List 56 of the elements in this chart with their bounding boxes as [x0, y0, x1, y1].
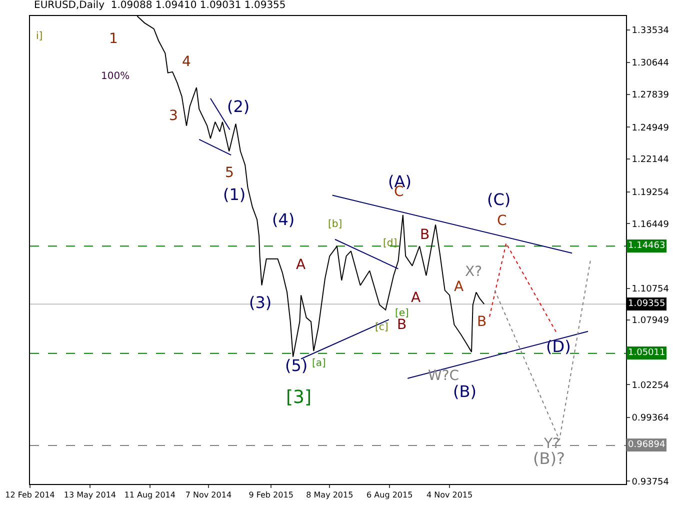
annotation: [e] [395, 308, 410, 319]
annotation: 100% [101, 71, 130, 82]
x-tick-label: 7 Nov 2014 [185, 490, 232, 500]
annotation: [b] [328, 219, 342, 230]
ref-line-label: 1.05011 [628, 348, 666, 358]
annotation: (D) [546, 337, 571, 356]
annotation: [a] [312, 358, 326, 369]
annotation: (B)? [533, 449, 565, 468]
x-tick-label: 8 May 2015 [306, 490, 354, 500]
chart-title: EURUSD,Daily 1.09088 1.09410 1.09031 1.09355 [34, 0, 286, 12]
annotation: (3) [249, 293, 272, 312]
x-tick-label: 13 May 2014 [64, 490, 116, 500]
annotation: A [454, 279, 464, 295]
annotation: [3] [286, 387, 312, 408]
x-tick-label: 12 Feb 2014 [5, 490, 55, 500]
x-tick-label: 9 Feb 2015 [248, 490, 294, 500]
ref-line-label: 1.09355 [628, 299, 666, 309]
ref-line-label: 1.14463 [628, 241, 666, 251]
y-tick-label: 1.16449 [632, 220, 670, 230]
annotation: [c] [375, 322, 388, 333]
annotation: X? [465, 264, 482, 280]
y-tick-label: 1.07949 [632, 316, 670, 326]
y-tick-label: 1.19254 [632, 188, 670, 198]
ref-line-label: 0.96894 [628, 440, 666, 450]
annotation: 5 [225, 165, 234, 181]
annotation: (2) [227, 97, 250, 116]
annotation: (4) [272, 210, 295, 229]
y-tick-label: 0.93754 [632, 477, 670, 488]
annotation: 3 [169, 108, 178, 124]
y-tick-label: 0.99364 [632, 414, 670, 424]
annotation: (1) [223, 185, 246, 204]
annotation: i] [36, 31, 43, 42]
x-tick-label: 6 Aug 2015 [366, 490, 413, 500]
y-tick-label: 1.24949 [632, 123, 670, 134]
annotation: Y? [543, 436, 560, 452]
annotation: C [497, 213, 507, 229]
annotation: W?C [428, 368, 460, 384]
x-tick-label: 4 Nov 2015 [426, 490, 473, 500]
annotation: 4 [182, 54, 191, 70]
y-tick-label: 1.33534 [632, 26, 670, 36]
annotation: (C) [487, 190, 511, 209]
annotation: B [477, 314, 487, 330]
y-tick-label: 1.22144 [632, 155, 670, 166]
annotation: [d] [383, 238, 398, 249]
x-tick-label: 11 Aug 2014 [124, 490, 176, 500]
annotation: A [296, 257, 306, 273]
annotation: B [397, 317, 407, 333]
y-tick-label: 1.30644 [632, 58, 670, 69]
annotation: A [411, 290, 421, 306]
y-tick-label: 1.02254 [632, 380, 670, 391]
annotation: B [420, 227, 430, 243]
annotation: 1 [109, 31, 118, 47]
annotation: (B) [453, 382, 476, 401]
y-tick-label: 1.10754 [632, 284, 670, 294]
annotation: (5) [285, 356, 308, 375]
y-tick-label: 1.27839 [632, 90, 670, 101]
